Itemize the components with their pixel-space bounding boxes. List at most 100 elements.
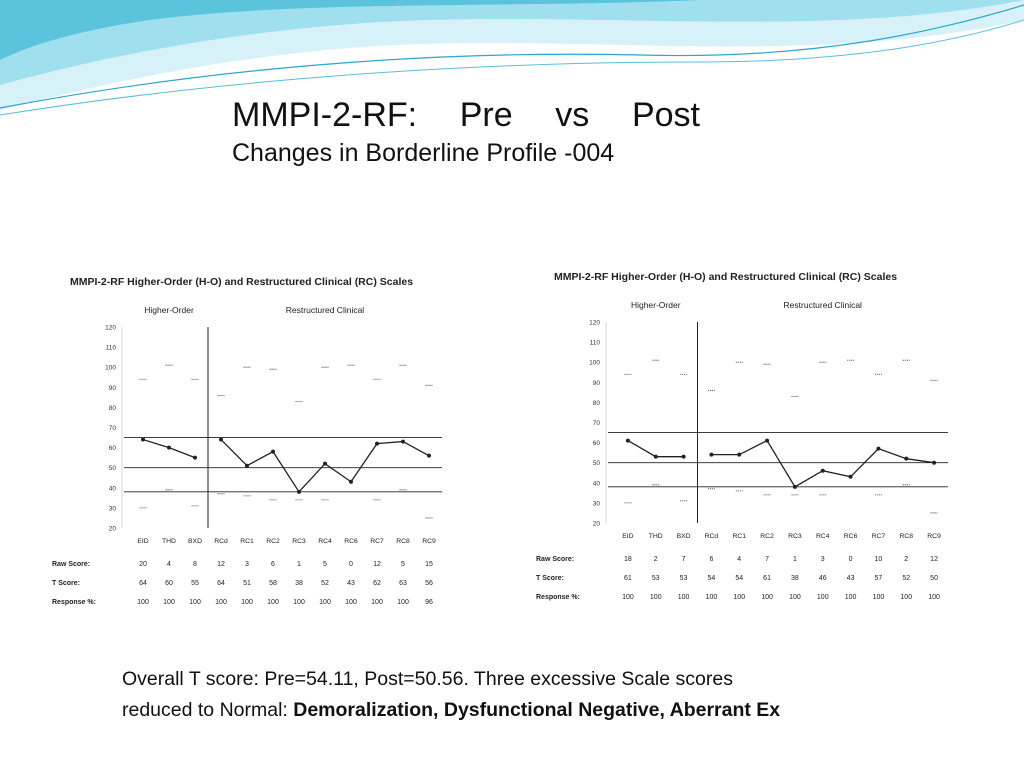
y-tick-label: 20	[109, 526, 117, 533]
score-cell: 100	[928, 594, 940, 601]
score-cell: 60	[165, 580, 173, 587]
score-cell: 51	[243, 580, 251, 587]
x-tick-label: RC7	[872, 533, 886, 540]
y-tick-label: 40	[593, 480, 601, 487]
title-word: MMPI-2-RF:	[232, 96, 418, 134]
data-point	[765, 438, 770, 443]
data-point	[219, 437, 223, 442]
data-point	[323, 461, 327, 466]
group-label-higher-order: Higher-Order	[631, 300, 681, 310]
summary-text: Overall T score: Pre=54.11, Post=50.56. …	[122, 664, 942, 726]
summary-line-2-prefix: reduced to Normal:	[122, 699, 294, 721]
score-cell: 38	[791, 575, 799, 582]
score-cell: 3	[245, 561, 249, 568]
score-cell: 55	[191, 580, 199, 587]
title-word: vs	[555, 96, 590, 134]
score-cell: 100	[789, 594, 801, 601]
score-cell: 3	[821, 556, 825, 563]
score-cell: 100	[215, 599, 227, 606]
data-point	[401, 439, 405, 444]
score-cell: 38	[295, 580, 303, 587]
score-cell: 100	[267, 599, 279, 606]
score-cell: 100	[137, 599, 149, 606]
x-tick-label: THD	[649, 533, 663, 540]
x-tick-label: RCd	[705, 533, 719, 540]
x-tick-label: RC4	[816, 533, 830, 540]
score-row-label: Raw Score:	[536, 556, 574, 563]
x-tick-label: BXD	[677, 533, 691, 540]
group-label-restructured-clinical: Restructured Clinical	[286, 305, 365, 315]
score-cell: 100	[319, 599, 331, 606]
score-cell: 18	[624, 556, 632, 563]
score-cell: 2	[654, 556, 658, 563]
y-tick-label: 90	[593, 380, 601, 387]
score-cell: 100	[622, 594, 634, 601]
score-cell: 1	[793, 556, 797, 563]
data-point	[375, 441, 379, 446]
score-cell: 64	[217, 580, 225, 587]
score-cell: 8	[193, 561, 197, 568]
data-point	[876, 446, 881, 451]
title-word: Post	[631, 96, 700, 134]
data-point	[141, 437, 145, 442]
score-row-label: Raw Score:	[52, 561, 90, 568]
score-cell: 5	[323, 561, 327, 568]
x-tick-label: RC2	[266, 538, 280, 545]
chart-background	[50, 265, 470, 615]
data-point	[820, 468, 825, 473]
score-cell: 58	[269, 580, 277, 587]
score-row-label: T Score:	[52, 580, 80, 587]
y-tick-label: 30	[593, 500, 601, 507]
y-tick-label: 100	[105, 365, 116, 372]
score-cell: 54	[735, 575, 743, 582]
wave-deep	[0, 0, 700, 60]
slide-subtitle: Changes in Borderline Profile -004	[232, 139, 615, 167]
data-point	[349, 479, 353, 484]
data-point	[792, 484, 797, 489]
chart-title: MMPI-2-RF Higher-Order (H-O) and Restruc…	[554, 271, 897, 283]
x-tick-label: RC9	[927, 533, 941, 540]
x-tick-label: RC9	[422, 538, 436, 545]
slide-title: MMPI-2-RF: Pre vs Post	[232, 94, 700, 136]
score-cell: 53	[680, 575, 688, 582]
score-cell: 100	[371, 599, 383, 606]
score-row-label: T Score:	[536, 575, 564, 582]
data-point	[271, 449, 275, 454]
score-cell: 100	[706, 594, 718, 601]
x-tick-label: RC6	[344, 538, 358, 545]
score-cell: 96	[425, 599, 433, 606]
y-tick-label: 20	[593, 521, 601, 528]
score-cell: 100	[241, 599, 253, 606]
score-cell: 52	[321, 580, 329, 587]
data-point	[625, 438, 630, 443]
score-cell: 15	[425, 561, 433, 568]
score-cell: 1	[297, 561, 301, 568]
score-cell: 100	[873, 594, 885, 601]
y-tick-label: 120	[589, 320, 600, 327]
x-tick-label: RC1	[240, 538, 254, 545]
score-cell: 100	[678, 594, 690, 601]
y-tick-label: 60	[109, 445, 117, 452]
score-cell: 100	[189, 599, 201, 606]
score-cell: 64	[139, 580, 147, 587]
y-tick-label: 40	[109, 485, 117, 492]
y-tick-label: 50	[593, 460, 601, 467]
wave-mid	[0, 0, 1024, 85]
score-cell: 53	[652, 575, 660, 582]
data-point	[932, 460, 937, 465]
wave-line-1	[0, 4, 1024, 109]
score-cell: 100	[845, 594, 857, 601]
data-point	[681, 454, 686, 459]
score-cell: 12	[373, 561, 381, 568]
score-cell: 4	[737, 556, 741, 563]
score-cell: 20	[139, 561, 147, 568]
chart-background	[534, 260, 976, 613]
data-point	[848, 474, 853, 479]
score-cell: 0	[349, 561, 353, 568]
data-point	[653, 454, 658, 459]
score-cell: 63	[399, 580, 407, 587]
x-tick-label: RC7	[370, 538, 384, 545]
header-wave-banner	[0, 0, 1024, 116]
summary-line-2-emphasis: Demoralization, Dysfunctional Negative, …	[293, 699, 781, 721]
x-tick-label: EID	[622, 533, 633, 540]
